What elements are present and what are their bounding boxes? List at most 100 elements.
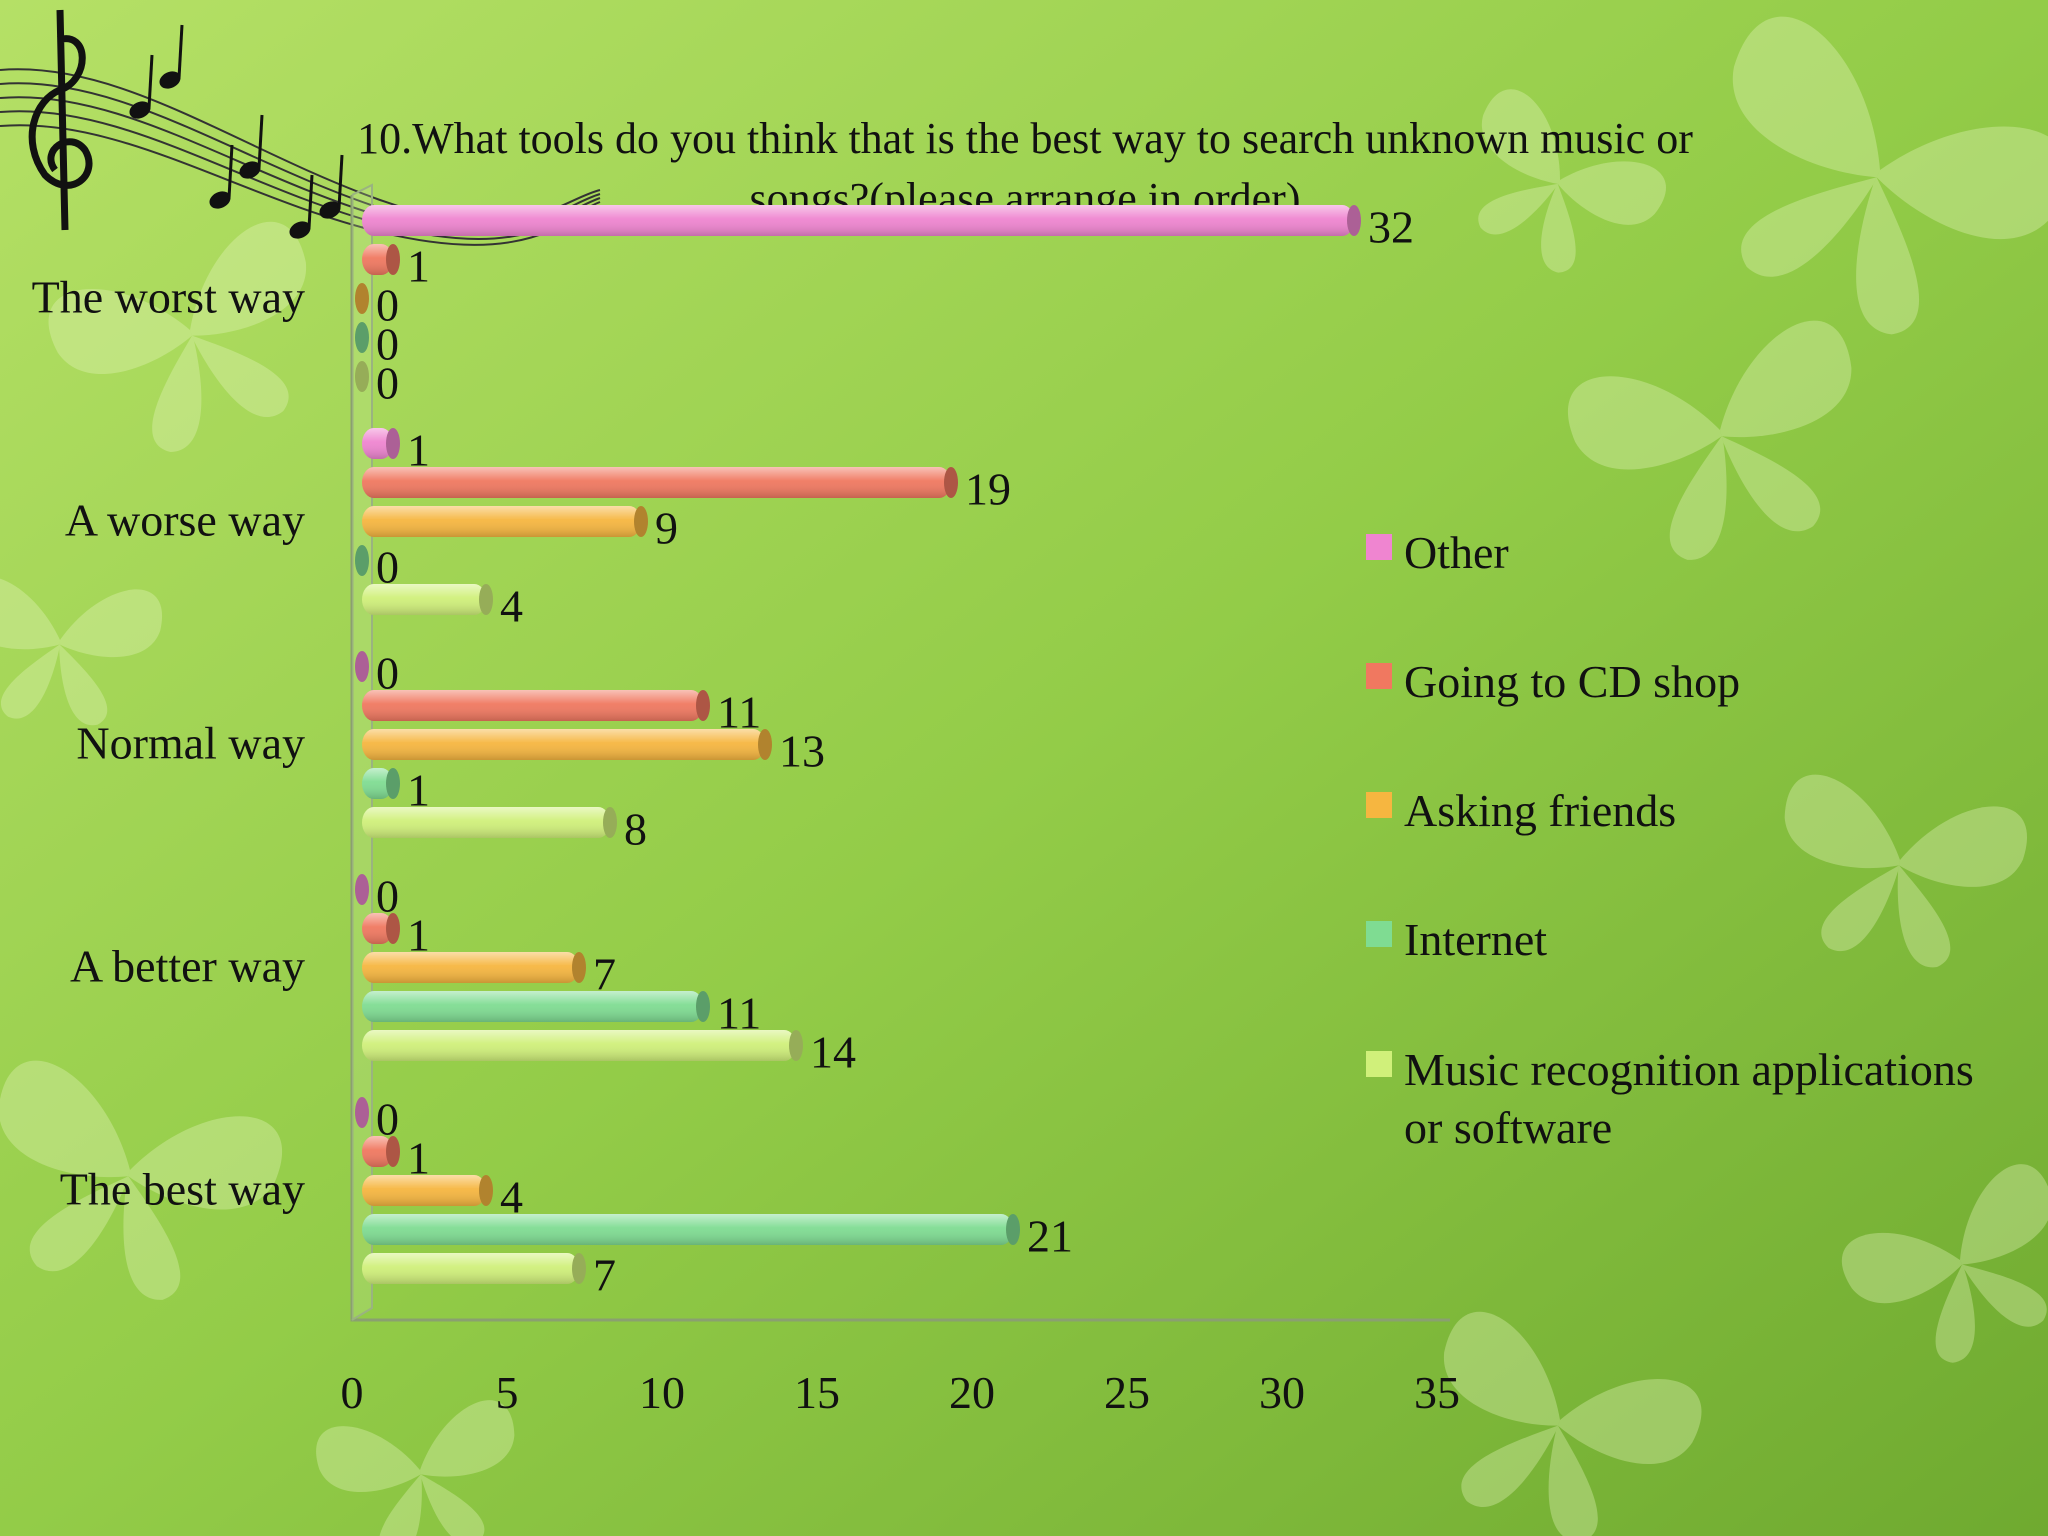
note-stem bbox=[307, 174, 314, 229]
legend-swatch bbox=[1366, 1051, 1392, 1077]
data-label: 9 bbox=[655, 503, 678, 554]
bar-cap bbox=[634, 506, 648, 537]
bar-cap bbox=[386, 913, 400, 944]
bar-cap bbox=[479, 584, 493, 615]
bar bbox=[362, 807, 617, 838]
x-tick-label: 25 bbox=[1104, 1367, 1150, 1418]
legend-label: Internet bbox=[1404, 914, 1547, 965]
note-icon bbox=[319, 201, 341, 219]
bar-shine bbox=[362, 1030, 796, 1061]
bar-shine bbox=[362, 913, 393, 944]
legend-item: Music recognition applications or softwar… bbox=[1366, 1044, 1974, 1153]
data-label: 7 bbox=[593, 949, 616, 1000]
bar-shine bbox=[362, 768, 393, 799]
music-notes-icon bbox=[0, 9, 601, 246]
data-label: 0 bbox=[376, 280, 399, 331]
bar-cap bbox=[355, 283, 369, 314]
bar bbox=[362, 1030, 803, 1061]
data-label: 4 bbox=[500, 1172, 523, 1223]
bar bbox=[362, 1175, 493, 1206]
bar bbox=[362, 506, 648, 537]
note-icon bbox=[159, 71, 181, 89]
bar-shine bbox=[362, 506, 641, 537]
note-icon bbox=[129, 101, 151, 119]
bar-shine bbox=[362, 205, 1354, 236]
bar-shine bbox=[362, 729, 765, 760]
bar bbox=[362, 467, 958, 498]
bar-shine bbox=[362, 1214, 1013, 1245]
data-label: 8 bbox=[624, 804, 647, 855]
data-label: 14 bbox=[810, 1027, 856, 1078]
note-stem bbox=[147, 54, 154, 109]
bar bbox=[355, 545, 369, 576]
legend: Other Going to CD shop Asking friends Inter… bbox=[1366, 527, 1974, 1153]
bar-cap bbox=[355, 874, 369, 905]
bar-cap bbox=[386, 428, 400, 459]
note-icon bbox=[209, 191, 231, 209]
bar-cap bbox=[386, 768, 400, 799]
bar bbox=[362, 913, 400, 944]
bar bbox=[355, 283, 369, 314]
data-label: 1 bbox=[407, 910, 430, 961]
bar bbox=[362, 1253, 586, 1284]
category-label: A worse way bbox=[65, 495, 305, 546]
bar bbox=[355, 361, 369, 392]
legend-label: Asking friends bbox=[1404, 785, 1676, 836]
bar-cap bbox=[355, 651, 369, 682]
bar bbox=[362, 205, 1361, 236]
bar bbox=[362, 768, 400, 799]
bar-shine bbox=[362, 1136, 393, 1167]
x-tick-label: 35 bbox=[1414, 1367, 1460, 1418]
bar-shine bbox=[362, 467, 951, 498]
chart-title-line: 10.What tools do you think that is the b… bbox=[357, 114, 1693, 163]
legend-swatch bbox=[1366, 663, 1392, 689]
data-label: 0 bbox=[376, 871, 399, 922]
chart-title: 10.What tools do you think that is the b… bbox=[357, 114, 1693, 223]
data-label: 0 bbox=[376, 319, 399, 370]
data-label: 7 bbox=[593, 1250, 616, 1301]
legend-item: Other bbox=[1366, 527, 1509, 578]
legend-item: Internet bbox=[1366, 914, 1547, 965]
bar-cap bbox=[355, 361, 369, 392]
bar-shine bbox=[362, 952, 579, 983]
data-label: 1 bbox=[407, 765, 430, 816]
bar-cap bbox=[572, 1253, 586, 1284]
bar-cap bbox=[1006, 1214, 1020, 1245]
bar-cap bbox=[1347, 205, 1361, 236]
data-label: 1 bbox=[407, 241, 430, 292]
bar-shine bbox=[362, 690, 703, 721]
legend-label: Music recognition applications bbox=[1404, 1044, 1974, 1095]
data-label: 32 bbox=[1368, 202, 1414, 253]
bar bbox=[362, 428, 400, 459]
note-icon bbox=[289, 221, 311, 239]
bar bbox=[362, 1136, 400, 1167]
x-tick-label: 10 bbox=[639, 1367, 685, 1418]
category-label: The best way bbox=[60, 1164, 305, 1215]
bar bbox=[362, 690, 710, 721]
bar-shine bbox=[362, 991, 703, 1022]
bar bbox=[362, 244, 400, 275]
bar-shine bbox=[362, 244, 393, 275]
bar-cap bbox=[355, 545, 369, 576]
x-tick-label: 30 bbox=[1259, 1367, 1305, 1418]
note-stem bbox=[337, 154, 344, 209]
data-label: 0 bbox=[376, 648, 399, 699]
bar-cap bbox=[758, 729, 772, 760]
note-stem bbox=[257, 114, 264, 169]
bar bbox=[355, 874, 369, 905]
note-stem bbox=[177, 24, 184, 79]
x-tick-label: 5 bbox=[496, 1367, 519, 1418]
x-tick-label: 20 bbox=[949, 1367, 995, 1418]
bar-shine bbox=[362, 584, 486, 615]
bar bbox=[355, 322, 369, 353]
bar-cap bbox=[386, 244, 400, 275]
bar-shine bbox=[362, 1253, 579, 1284]
legend-swatch bbox=[1366, 792, 1392, 818]
bar bbox=[362, 584, 493, 615]
bar bbox=[362, 729, 772, 760]
data-label: 1 bbox=[407, 425, 430, 476]
bar-cap bbox=[789, 1030, 803, 1061]
